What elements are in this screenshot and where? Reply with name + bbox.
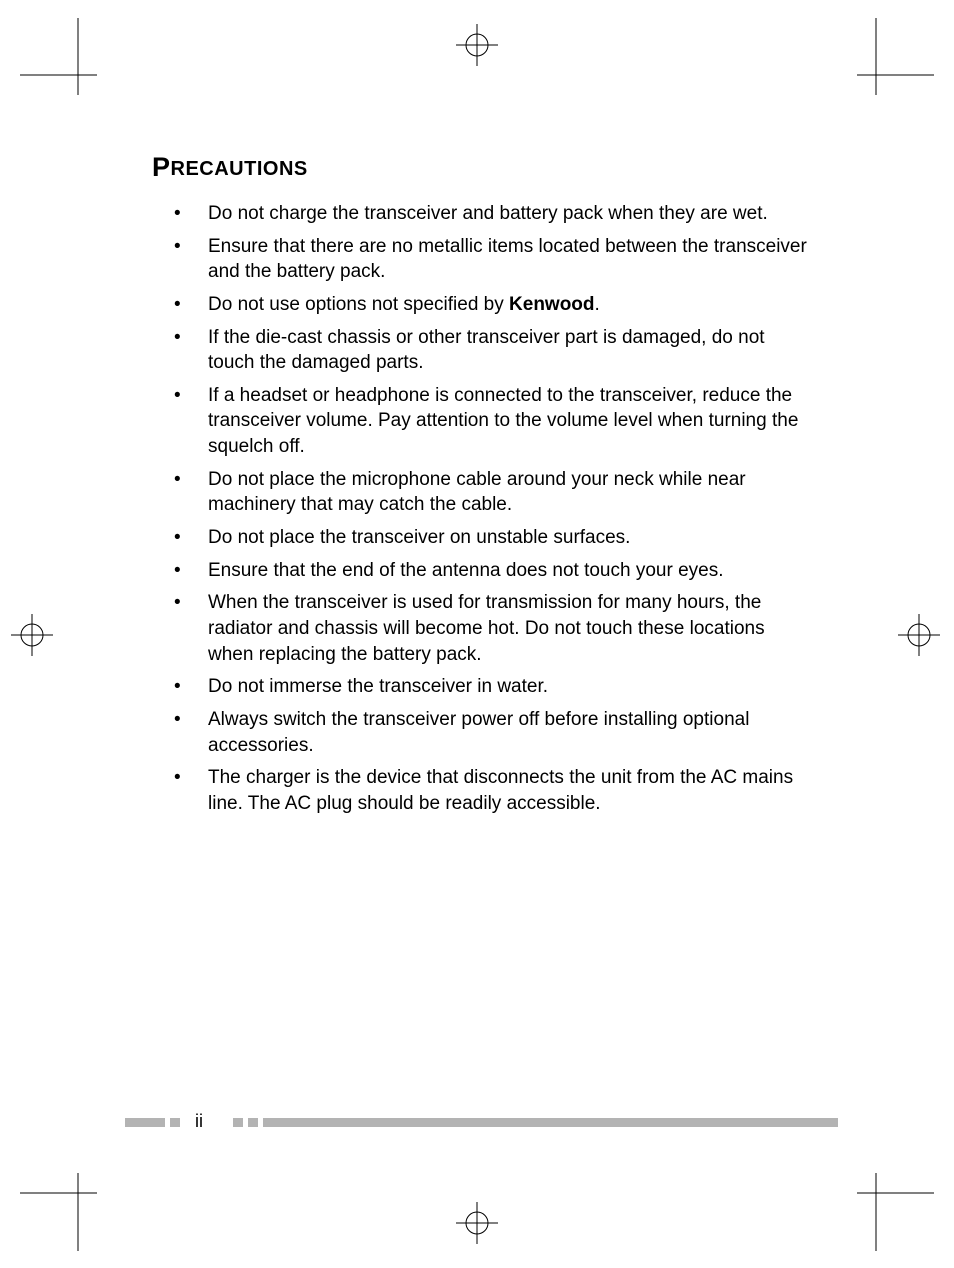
bullet-text: Do not immerse the transceiver in water. [208,676,548,697]
bullet-text: The charger is the device that disconnec… [208,767,793,814]
bullet-post: . [595,294,600,315]
footer-bar [248,1118,258,1127]
list-item: Do not place the transceiver on unstable… [152,525,812,551]
heading-first-letter: P [152,152,171,182]
bullet-text: If a headset or headphone is connected t… [208,385,798,457]
footer: ii [125,1116,837,1128]
list-item: Always switch the transceiver power off … [152,707,812,758]
bullet-text: Do not place the transceiver on unstable… [208,527,630,548]
footer-bar [170,1118,180,1127]
precautions-list: Do not charge the transceiver and batter… [152,201,812,816]
list-item: Do not charge the transceiver and batter… [152,201,812,227]
list-item: Ensure that there are no metallic items … [152,234,812,285]
footer-bar [125,1118,165,1127]
bullet-bold: Kenwood [509,294,595,315]
bullet-text: Do not charge the transceiver and batter… [208,203,768,224]
bullet-text: When the transceiver is used for transmi… [208,592,765,664]
page-number: ii [195,1111,203,1132]
list-item: The charger is the device that disconnec… [152,765,812,816]
list-item: Do not immerse the transceiver in water. [152,674,812,700]
list-item: Do not place the microphone cable around… [152,467,812,518]
heading-precautions: PRECAUTIONS [152,152,812,183]
bullet-text: Ensure that the end of the antenna does … [208,560,723,581]
bullet-text: Ensure that there are no metallic items … [208,236,807,283]
bullet-text: Always switch the transceiver power off … [208,709,749,756]
content-area: PRECAUTIONS Do not charge the transceive… [152,152,812,823]
bullet-pre: Do not use options not specified by [208,294,509,315]
bullet-text: Do not place the microphone cable around… [208,469,746,516]
bullet-text: If the die-cast chassis or other transce… [208,327,765,374]
footer-bar [233,1118,243,1127]
list-item: If the die-cast chassis or other transce… [152,325,812,376]
heading-rest: RECAUTIONS [171,158,308,180]
list-item: Do not use options not specified by Kenw… [152,292,812,318]
list-item: If a headset or headphone is connected t… [152,383,812,460]
list-item: When the transceiver is used for transmi… [152,590,812,667]
list-item: Ensure that the end of the antenna does … [152,558,812,584]
footer-bar [263,1118,838,1127]
